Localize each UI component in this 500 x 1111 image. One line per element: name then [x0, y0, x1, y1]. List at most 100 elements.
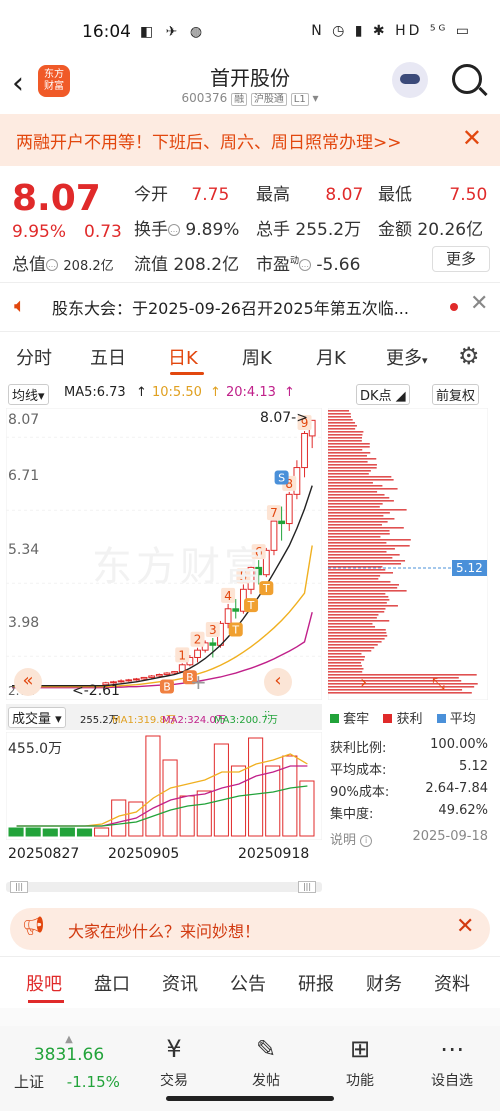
close-icon[interactable]: ✕ [461, 124, 482, 152]
info-icon[interactable]: … [299, 259, 312, 271]
profile-bar [328, 608, 386, 610]
info-icon[interactable]: … [168, 224, 180, 236]
candle-body [194, 649, 201, 658]
ask-banner-text[interactable]: 大家在炒什么？来问妙想！ [68, 922, 261, 941]
stat-explain[interactable]: 说明 i 2025-09-18 [330, 829, 488, 848]
volume-bar [162, 759, 178, 837]
chevron-down-icon[interactable]: ▾ [312, 91, 319, 105]
volume-chart[interactable] [6, 732, 322, 840]
tab-financials[interactable]: 财务 [366, 974, 402, 995]
ma10-line [12, 545, 313, 688]
close-icon[interactable]: ✕ [456, 914, 475, 939]
search-icon[interactable] [452, 64, 482, 94]
candle-body [117, 680, 125, 683]
tab-profile[interactable]: 资料 [434, 974, 470, 995]
more-quote-button[interactable]: 更多 [432, 246, 490, 272]
scroll-track[interactable] [6, 882, 322, 892]
profile-bar [328, 626, 376, 628]
profile-bar [328, 452, 371, 454]
adjust-select[interactable]: 前复权 [432, 384, 480, 405]
profile-bar [328, 689, 463, 691]
ma20-value: 20:4.13 [226, 385, 276, 400]
candlestick-chart[interactable]: 123456789BBTTTSS [6, 408, 322, 700]
unread-dot [450, 303, 458, 311]
back-icon[interactable]: ‹ [12, 66, 24, 101]
profile-bar [328, 554, 400, 556]
volume-bar [76, 828, 93, 837]
content-preview [0, 1008, 500, 1026]
candle-body [125, 679, 133, 682]
indicator-select[interactable]: 均线▾ [8, 384, 49, 405]
profile-bar [328, 515, 384, 517]
profile-bar [328, 524, 382, 526]
promo-banner-text[interactable]: 两融开户不用等！下班后、周六、周日照常办理>> [16, 133, 402, 153]
profile-bar [328, 542, 387, 544]
tab-monthly-k[interactable]: 月K [316, 348, 346, 369]
signal-badge [244, 598, 259, 613]
profile-bar [328, 518, 395, 520]
sequence-marker-bg [221, 587, 236, 603]
promo-banner[interactable]: 两融开户不用等！下班后、周六、周日照常办理>> ✕ [0, 114, 500, 166]
caret-up-icon: ▲ [65, 1034, 73, 1045]
settings-slider-icon[interactable]: ⫶⫶ [264, 709, 271, 723]
tab-news[interactable]: 资讯 [162, 974, 198, 995]
expand-icon[interactable]: ⤡ [432, 674, 445, 693]
ma20-line [12, 612, 313, 689]
status-left-icons: ◧ ✈ ◍ [140, 24, 207, 40]
tab-research[interactable]: 研报 [298, 974, 334, 995]
chevron-right-icon[interactable]: › [360, 672, 368, 693]
nav-add-watchlist[interactable]: ⋯ 设自选 [431, 1035, 473, 1089]
profile-bar [328, 653, 362, 655]
sequence-marker: 2 [194, 633, 202, 647]
robot-assistant-icon[interactable] [392, 62, 428, 98]
vol-ma1: MA1:319.8万 [112, 715, 176, 726]
profile-bar [328, 617, 377, 619]
scroll-left-icon[interactable]: « [14, 668, 42, 696]
tab-intraday[interactable]: 分时 [16, 348, 52, 369]
active-tab-indicator [28, 1000, 64, 1003]
signal-badge-label: T [231, 624, 239, 637]
notice-text[interactable]: 股东大会：于2025-09-26召开2025年第五次临... [52, 299, 409, 318]
profile-bar [328, 482, 373, 484]
quote-volume: 总手 255.2万 [256, 220, 362, 240]
tab-weekly-k[interactable]: 周K [242, 348, 272, 369]
scroll-handle-left[interactable]: ||| [10, 881, 28, 893]
tab-five-day[interactable]: 五日 [90, 348, 126, 369]
tab-orderbook[interactable]: 盘口 [94, 974, 130, 995]
dk-point-select[interactable]: DK点 ◢ [356, 384, 410, 405]
sequence-marker-bg [297, 415, 312, 431]
nav-trade[interactable]: ¥ 交易 [160, 1035, 188, 1089]
profile-bar [328, 650, 372, 652]
scroll-handle-right[interactable]: ||| [298, 881, 316, 893]
notice-bar[interactable]: 🔈︎ 股东大会：于2025-09-26召开2025年第五次临... ✕ [0, 285, 500, 329]
candle-body [132, 678, 140, 681]
crosshair-icon[interactable]: + [190, 670, 207, 694]
info-icon[interactable]: i [360, 834, 373, 847]
index-ticker[interactable]: ▲ 3831.66 上证 -1.15% [14, 1034, 124, 1092]
profile-bar [328, 635, 388, 637]
tab-more[interactable]: 更多▾ [386, 348, 428, 369]
gear-icon[interactable]: ⚙ [458, 342, 480, 370]
info-icon[interactable]: … [46, 259, 58, 271]
chip-distribution-chart[interactable] [328, 408, 488, 700]
sequence-marker-bg [190, 631, 205, 647]
tab-daily-k[interactable]: 日K [168, 348, 198, 369]
profile-bar [328, 425, 357, 427]
step-left-icon[interactable]: ‹ [264, 668, 292, 696]
volume-indicator-select[interactable]: 成交量 ▾ [8, 707, 66, 728]
speaker-icon: 🔈︎ [14, 293, 26, 317]
volume-value: 255.2万 [80, 715, 119, 726]
ask-banner[interactable]: 📢︎ 大家在炒什么？来问妙想！ ✕ [10, 908, 490, 950]
profile-bar [328, 671, 363, 673]
profile-bar [328, 569, 386, 571]
tab-forum[interactable]: 股吧 [26, 974, 62, 995]
change-percent: 9.95% [12, 222, 67, 242]
sequence-marker-bg [251, 544, 266, 560]
profile-bar [328, 494, 385, 496]
divider [0, 282, 500, 283]
nav-functions[interactable]: ⊞ 功能 [346, 1035, 374, 1089]
nav-post[interactable]: ✎ 发帖 [252, 1035, 280, 1089]
close-icon[interactable]: ✕ [470, 291, 489, 316]
chart-scrollbar[interactable]: ||| ||| [6, 878, 322, 896]
tab-announcements[interactable]: 公告 [230, 974, 266, 995]
